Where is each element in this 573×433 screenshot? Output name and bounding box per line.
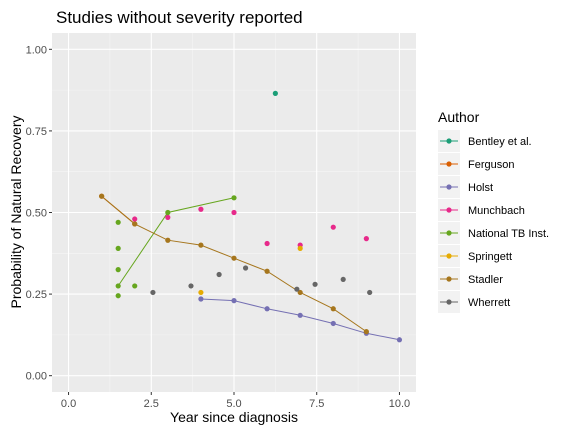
chart-title: Studies without severity reported	[56, 8, 303, 27]
data-point	[165, 237, 171, 243]
legend-label: Wherrett	[468, 297, 510, 309]
y-tick-label: 0.25	[26, 289, 47, 301]
data-point	[132, 221, 138, 227]
legend-label: National TB Inst.	[468, 228, 549, 240]
data-point	[242, 265, 249, 271]
y-tick-label: 0.50	[26, 208, 47, 220]
data-point	[150, 289, 156, 296]
data-point	[264, 268, 270, 274]
x-tick-label: 2.5	[144, 398, 159, 410]
data-point	[231, 298, 237, 304]
data-point	[198, 296, 204, 302]
legend-label: Bentley et al.	[468, 136, 532, 148]
y-axis: 0.00 0.25 0.50 0.75 1.00	[26, 44, 52, 383]
legend-key-point	[446, 207, 452, 213]
data-point	[165, 214, 171, 220]
data-point	[198, 289, 204, 296]
data-point	[367, 289, 373, 296]
data-point	[396, 337, 403, 343]
legend-title: Author	[438, 109, 480, 125]
y-tick-label: 0.75	[26, 126, 47, 138]
data-point	[297, 289, 303, 296]
legend: Bentley et al. Ferguson Holst Munchbach Nati…	[438, 130, 549, 313]
data-point	[363, 329, 369, 335]
legend-key-point	[446, 138, 452, 144]
data-point	[231, 255, 237, 261]
data-point	[330, 306, 336, 312]
data-point	[115, 219, 121, 225]
x-axis-title: Year since diagnosis	[170, 409, 298, 425]
data-point	[297, 245, 303, 251]
x-tick-label: 0.0	[61, 398, 76, 410]
legend-key-point	[446, 161, 452, 167]
legend-label: Springett	[468, 251, 512, 263]
legend-key-point	[446, 253, 452, 259]
legend-key-point	[446, 230, 452, 236]
data-point	[294, 286, 300, 292]
data-point	[312, 281, 318, 287]
data-point	[198, 242, 204, 248]
x-tick-label: 5.0	[226, 398, 241, 410]
y-axis-title: Probability of Natural Recovery	[8, 116, 24, 309]
data-point	[165, 209, 171, 216]
y-tick-label: 1.00	[26, 44, 47, 56]
data-point	[330, 320, 336, 327]
data-point	[264, 240, 270, 247]
data-point	[115, 293, 121, 299]
data-point	[363, 236, 369, 242]
data-point	[132, 216, 138, 222]
data-point	[132, 283, 138, 289]
legend-label: Ferguson	[468, 159, 514, 171]
legend-label: Stadler	[468, 274, 503, 286]
data-point	[115, 267, 121, 273]
data-point	[115, 283, 121, 289]
data-point	[231, 209, 237, 216]
data-point	[115, 245, 121, 251]
series-points	[99, 90, 403, 343]
legend-key-point	[446, 184, 452, 190]
data-point	[231, 195, 237, 201]
legend-key-point	[446, 276, 452, 282]
x-axis: 0.0 2.5 5.0 7.5 10.0	[61, 392, 410, 410]
data-point	[297, 312, 303, 318]
legend-label: Holst	[468, 182, 493, 194]
data-point	[340, 276, 346, 283]
data-point	[272, 90, 278, 96]
y-tick-label: 0.00	[26, 371, 47, 383]
legend-label: Munchbach	[468, 205, 525, 217]
data-point	[264, 306, 270, 312]
data-point	[188, 283, 194, 289]
x-tick-label: 10.0	[389, 398, 410, 410]
data-point	[330, 224, 336, 230]
x-tick-label: 7.5	[309, 398, 324, 410]
data-point	[216, 271, 222, 278]
legend-key-point	[446, 299, 452, 305]
data-point	[99, 193, 105, 199]
data-point	[198, 206, 204, 212]
